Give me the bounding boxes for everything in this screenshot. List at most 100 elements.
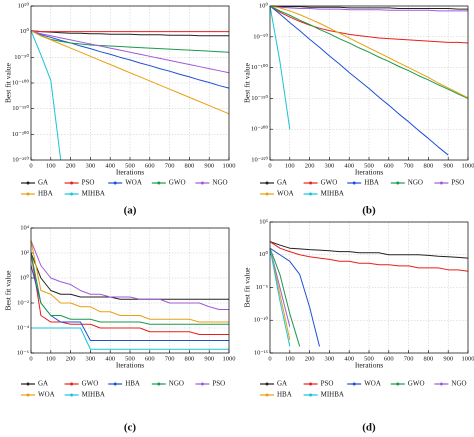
series-line — [30, 252, 229, 336]
x-tick-label: 400 — [344, 162, 354, 169]
y-tick-label: 10⁻¹⁵⁰ — [251, 94, 268, 102]
legend-marker — [309, 393, 313, 397]
x-tick-label: 1000 — [462, 162, 474, 169]
x-tick-label: 700 — [165, 355, 175, 362]
x-tick-label: 600 — [384, 162, 394, 169]
plot-frame — [269, 5, 469, 161]
y-tick-label: 10² — [21, 249, 30, 256]
series-line — [269, 5, 291, 130]
y-tick-label: 10⁻⁵⁰ — [14, 53, 29, 61]
series-line — [30, 30, 230, 115]
y-tick-label: 10⁻²⁰⁰ — [12, 130, 29, 138]
x-tick-label: 500 — [364, 162, 374, 169]
y-axis-label: Best fit value — [4, 270, 13, 311]
series-line — [269, 241, 469, 259]
plot-frame — [30, 227, 230, 354]
x-tick-label: 900 — [204, 162, 214, 169]
legend-marker — [26, 181, 30, 185]
caption: (d) — [362, 422, 376, 434]
x-tick-label: 0 — [29, 162, 32, 169]
legend-label: PSO — [82, 179, 95, 187]
x-tick-label: 500 — [364, 355, 374, 362]
legend-marker — [26, 382, 30, 386]
legend-label: GWO — [321, 179, 338, 187]
legend-label: GA — [38, 179, 48, 187]
x-axis-label: Iterations — [355, 361, 383, 370]
caption: (a) — [124, 205, 137, 217]
series-line — [30, 30, 229, 37]
series-line — [30, 240, 229, 311]
y-axis-label: Best fit value — [4, 62, 13, 103]
x-axis-label: Iterations — [116, 361, 144, 370]
legend-label: PSO — [451, 179, 464, 187]
legend-marker — [265, 181, 269, 185]
series-line — [269, 248, 291, 347]
legend-label: GWO — [169, 179, 186, 187]
legend-label: PSO — [212, 380, 225, 388]
legend-marker — [396, 181, 400, 185]
series-line — [30, 240, 229, 323]
y-tick-label: 10⁵ — [259, 218, 268, 225]
legend-label: WOA — [364, 380, 381, 388]
series-line — [31, 327, 229, 350]
legend-marker — [113, 181, 117, 185]
legend-label: WOA — [38, 391, 55, 399]
x-tick-label: 800 — [185, 355, 195, 362]
x-tick-label: 300 — [86, 162, 96, 169]
caption: (c) — [124, 422, 137, 434]
series-line — [269, 248, 301, 347]
x-tick-label: 1000 — [223, 162, 236, 169]
x-tick-label: 600 — [384, 355, 394, 362]
series-line — [269, 5, 469, 99]
legend-marker — [70, 393, 74, 397]
legend-marker — [70, 181, 74, 185]
y-axis-label: Best fit value — [243, 62, 252, 103]
y-tick-label: 10⁻¹⁰⁰ — [251, 63, 268, 71]
legend-label: NGO — [212, 179, 227, 187]
legend-marker — [70, 382, 74, 386]
y-tick-label: 10⁻²⁵⁰ — [12, 155, 29, 163]
legend-marker — [265, 192, 269, 196]
y-tick-label: 10⁻¹⁰⁰ — [12, 78, 29, 86]
x-tick-label: 500 — [125, 162, 135, 169]
x-tick-label: 600 — [145, 162, 155, 169]
legend-label: HBA — [38, 190, 53, 198]
legend-label: NGO — [408, 179, 423, 187]
series-line — [30, 252, 229, 300]
series-line — [269, 247, 320, 347]
series-line — [30, 265, 229, 341]
legend-marker — [309, 192, 313, 196]
legend-label: NGO — [169, 380, 184, 388]
x-tick-label: 900 — [204, 355, 214, 362]
y-tick-label: 10⁻⁵⁰ — [253, 32, 268, 40]
x-tick-label: 200 — [305, 355, 315, 362]
x-tick-label: 100 — [46, 162, 56, 169]
x-tick-label: 1000 — [223, 355, 236, 362]
legend-marker — [265, 393, 269, 397]
x-tick-label: 700 — [404, 162, 414, 169]
legend-marker — [113, 382, 117, 386]
legend-marker — [439, 181, 443, 185]
y-tick-label: 10⁻⁵ — [256, 284, 268, 291]
x-tick-label: 200 — [305, 162, 315, 169]
x-tick-label: 800 — [424, 162, 434, 169]
legend-marker — [157, 181, 161, 185]
series-line — [269, 5, 469, 99]
x-tick-label: 700 — [165, 162, 175, 169]
legend-marker — [309, 382, 313, 386]
series-line — [30, 30, 62, 161]
x-tick-label: 100 — [285, 355, 295, 362]
x-tick-label: 800 — [424, 355, 434, 362]
y-tick-label: 10⁻⁶ — [17, 349, 29, 356]
plot-frame — [30, 5, 230, 161]
legend-label: MIHBA — [82, 190, 105, 198]
series-line — [269, 5, 468, 12]
y-axis-label: Best fit value — [243, 267, 252, 308]
legend-marker — [26, 192, 30, 196]
x-tick-label: 400 — [105, 162, 115, 169]
x-tick-label: 900 — [443, 162, 453, 169]
series-line — [269, 5, 449, 156]
legend-label: GWO — [82, 380, 99, 388]
x-tick-label: 100 — [46, 355, 56, 362]
legend-marker — [352, 382, 356, 386]
